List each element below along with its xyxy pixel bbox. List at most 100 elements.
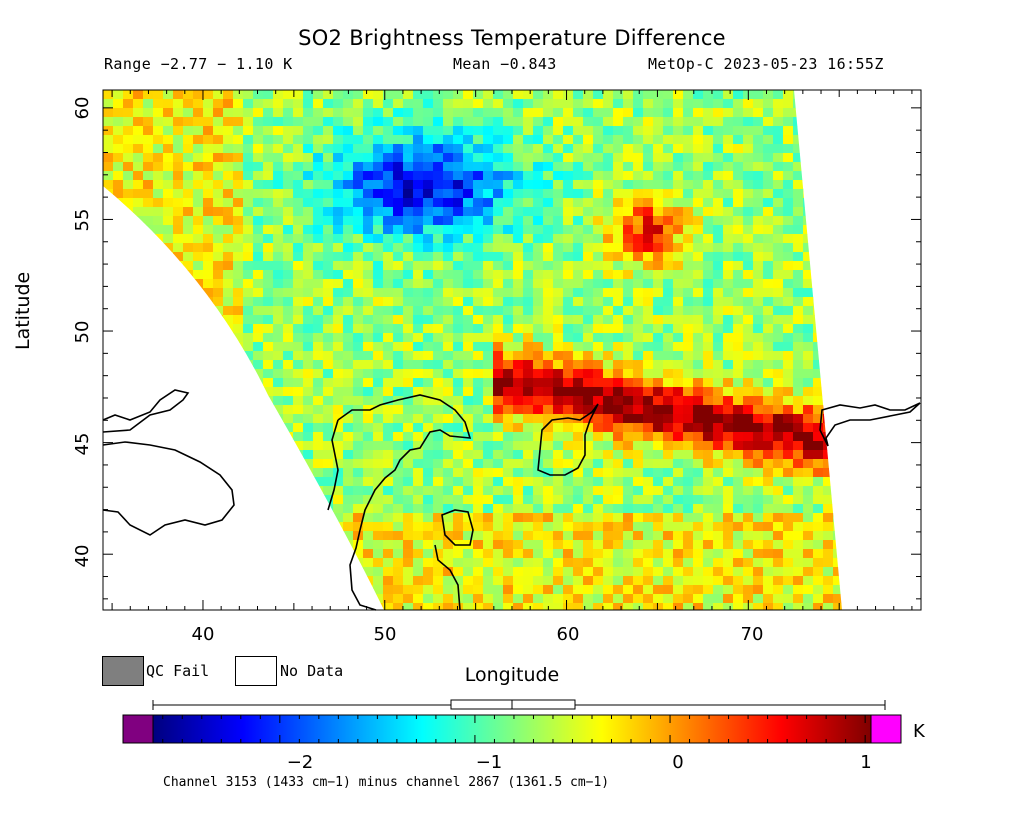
- heatmap-cell: [513, 558, 524, 568]
- heatmap-cell: [223, 441, 234, 451]
- heatmap-cell: [203, 495, 214, 505]
- heatmap-cell: [253, 495, 264, 505]
- heatmap-cell: [543, 486, 554, 496]
- heatmap-cell: [773, 603, 784, 610]
- heatmap-cell: [123, 117, 134, 127]
- heatmap-cell: [863, 468, 874, 478]
- heatmap-cell: [773, 558, 784, 568]
- heatmap-cell: [913, 351, 924, 361]
- heatmap-cell: [393, 234, 404, 244]
- heatmap-cell: [123, 144, 134, 154]
- heatmap-cell: [673, 99, 684, 109]
- heatmap-cell: [213, 315, 224, 325]
- heatmap-cell: [523, 270, 534, 280]
- heatmap-cell: [123, 594, 134, 604]
- heatmap-cell: [703, 603, 714, 610]
- heatmap-cell: [623, 90, 634, 100]
- heatmap-cell: [513, 333, 524, 343]
- heatmap-cell: [183, 207, 194, 217]
- heatmap-cell: [793, 162, 804, 172]
- heatmap-cell: [643, 225, 654, 235]
- heatmap-cell: [263, 252, 274, 262]
- heatmap-cell: [463, 171, 474, 181]
- heatmap-cell: [163, 513, 174, 523]
- heatmap-cell: [393, 117, 404, 127]
- heatmap-cell: [343, 261, 354, 271]
- heatmap-cell: [513, 297, 524, 307]
- heatmap-cell: [433, 594, 444, 604]
- heatmap-cell: [873, 504, 884, 514]
- heatmap-cell: [713, 468, 724, 478]
- heatmap-cell: [193, 504, 204, 514]
- heatmap-cell: [873, 423, 884, 433]
- heatmap-cell: [883, 270, 894, 280]
- heatmap-cell: [353, 441, 364, 451]
- heatmap-cell: [783, 108, 794, 118]
- heatmap-cell: [463, 162, 474, 172]
- heatmap-cell: [453, 108, 464, 118]
- heatmap-cell: [323, 225, 334, 235]
- heatmap-cell: [573, 531, 584, 541]
- heatmap-cell: [143, 477, 154, 487]
- heatmap-cell: [853, 360, 864, 370]
- heatmap-cell: [273, 279, 284, 289]
- heatmap-cell: [213, 99, 224, 109]
- heatmap-cell: [353, 486, 364, 496]
- heatmap-cell: [203, 351, 214, 361]
- heatmap-cell: [753, 288, 764, 298]
- heatmap-cell: [123, 234, 134, 244]
- heatmap-cell: [703, 342, 714, 352]
- heatmap-cell: [643, 135, 654, 145]
- heatmap-cell: [293, 567, 304, 577]
- heatmap-cell: [863, 135, 874, 145]
- heatmap-cell: [753, 360, 764, 370]
- heatmap-cell: [113, 522, 124, 532]
- heatmap-cell: [223, 99, 234, 109]
- heatmap-cell: [113, 360, 124, 370]
- heatmap-cell: [293, 189, 304, 199]
- heatmap-cell: [523, 378, 534, 388]
- heatmap-cell: [133, 207, 144, 217]
- heatmap-cell: [353, 540, 364, 550]
- heatmap-cell: [203, 504, 214, 514]
- heatmap-cell: [293, 423, 304, 433]
- heatmap-cell: [573, 180, 584, 190]
- heatmap-cell: [223, 603, 234, 610]
- heatmap-cell: [583, 180, 594, 190]
- heatmap-cell: [863, 459, 874, 469]
- heatmap-cell: [663, 99, 674, 109]
- heatmap-cell: [343, 432, 354, 442]
- heatmap-cell: [273, 495, 284, 505]
- heatmap-cell: [693, 495, 704, 505]
- heatmap-cell: [723, 351, 734, 361]
- heatmap-cell: [433, 576, 444, 586]
- heatmap-cell: [463, 90, 474, 100]
- heatmap-cell: [223, 351, 234, 361]
- heatmap-cell: [523, 324, 534, 334]
- heatmap-cell: [333, 99, 344, 109]
- heatmap-cell: [633, 468, 644, 478]
- heatmap-cell: [263, 522, 274, 532]
- heatmap-cell: [123, 297, 134, 307]
- heatmap-cell: [113, 477, 124, 487]
- heatmap-cell: [693, 324, 704, 334]
- heatmap-cell: [163, 567, 174, 577]
- heatmap-cell: [913, 279, 924, 289]
- heatmap-cell: [693, 585, 704, 595]
- heatmap-cell: [543, 117, 554, 127]
- heatmap-cell: [743, 297, 754, 307]
- heatmap-cell: [103, 126, 114, 136]
- heatmap-cell: [103, 216, 114, 226]
- heatmap-cell: [513, 567, 524, 577]
- heatmap-cell: [633, 540, 644, 550]
- heatmap-cell: [703, 279, 714, 289]
- heatmap-cell: [293, 558, 304, 568]
- heatmap-cell: [583, 477, 594, 487]
- heatmap-cell: [573, 225, 584, 235]
- heatmap-cell: [473, 270, 484, 280]
- heatmap-cell: [903, 423, 914, 433]
- heatmap-cell: [103, 297, 114, 307]
- heatmap-cell: [813, 126, 824, 136]
- heatmap-cell: [363, 153, 374, 163]
- heatmap-cell: [213, 297, 224, 307]
